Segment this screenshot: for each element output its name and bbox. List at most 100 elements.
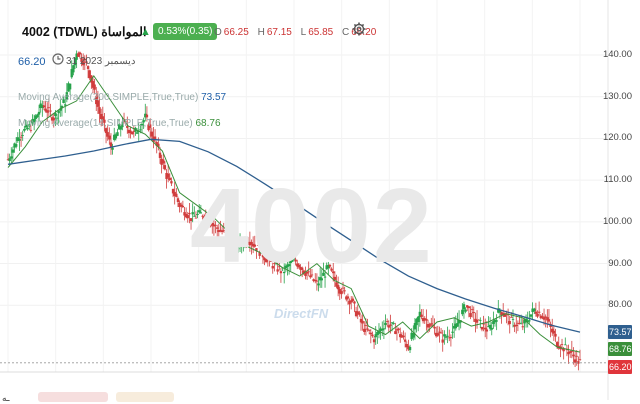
candle-body bbox=[568, 351, 572, 353]
candle-body bbox=[242, 245, 245, 247]
candle-body bbox=[240, 244, 243, 246]
candle-body bbox=[170, 181, 173, 184]
candle-body bbox=[13, 143, 16, 148]
candle-body bbox=[202, 216, 206, 220]
candle-body bbox=[399, 334, 402, 338]
candle-body bbox=[21, 134, 24, 136]
y-tick-label: 80.00 bbox=[608, 299, 632, 311]
candle-body bbox=[426, 324, 430, 328]
candle-body bbox=[291, 259, 294, 262]
candle-body bbox=[235, 241, 238, 243]
candle-body bbox=[493, 319, 497, 323]
candle-body bbox=[99, 113, 103, 120]
candle-body bbox=[407, 346, 410, 350]
candle-body bbox=[286, 264, 289, 267]
bottom-toolbar-button[interactable] bbox=[116, 392, 174, 402]
candle-body bbox=[62, 99, 65, 104]
indicator-ma200-label: Moving Average(200,SIMPLE,True,True) bbox=[18, 92, 199, 103]
candle-body bbox=[83, 58, 87, 61]
candle-body bbox=[542, 317, 546, 320]
candle-body bbox=[441, 339, 444, 343]
candle-body bbox=[320, 278, 323, 281]
candle-body bbox=[11, 149, 15, 153]
candle-body bbox=[345, 296, 348, 300]
candle-body bbox=[289, 260, 292, 264]
candle-body bbox=[201, 215, 204, 217]
candle-body bbox=[296, 263, 299, 267]
candle-body bbox=[98, 107, 101, 114]
indicator-ma14[interactable]: Moving Average(14,SIMPLE,True,True) 68.7… bbox=[18, 118, 221, 129]
candle-body bbox=[72, 65, 75, 73]
candle-body bbox=[263, 257, 266, 261]
candle-body bbox=[163, 165, 167, 170]
candle-body bbox=[23, 128, 26, 131]
candle-body bbox=[446, 335, 449, 337]
candle-body bbox=[255, 248, 258, 252]
candle-body bbox=[243, 240, 247, 242]
candle-body bbox=[65, 92, 69, 100]
candle-body bbox=[562, 348, 565, 352]
candle-body bbox=[214, 224, 217, 226]
candle-body bbox=[253, 244, 256, 247]
indicator-ma14-value: 68.76 bbox=[195, 118, 221, 129]
candle-body bbox=[189, 218, 193, 222]
candle-body bbox=[248, 241, 252, 246]
symbol-watermark: 4002 bbox=[190, 167, 434, 285]
candle-body bbox=[533, 308, 536, 312]
candle-body bbox=[516, 322, 520, 324]
candle-body bbox=[158, 152, 162, 158]
candle-body bbox=[461, 309, 464, 315]
open-label: O bbox=[214, 27, 222, 38]
candle-body bbox=[116, 132, 119, 136]
candle-body bbox=[250, 242, 253, 245]
candle-body bbox=[175, 193, 178, 197]
candle-body bbox=[54, 112, 57, 117]
candle-body bbox=[410, 332, 413, 340]
candle-body bbox=[564, 344, 567, 346]
indicator-ma14-label: Moving Average(14,SIMPLE,True,True) bbox=[18, 118, 193, 129]
candle-body bbox=[547, 319, 551, 322]
candle-body bbox=[573, 359, 577, 363]
candle-body bbox=[299, 266, 302, 270]
candle-body bbox=[472, 312, 475, 314]
candle-body bbox=[348, 300, 351, 305]
candle-body bbox=[212, 224, 216, 227]
candle-body bbox=[341, 287, 345, 289]
candle-body bbox=[390, 322, 394, 324]
bottom-toolbar-button[interactable] bbox=[38, 392, 108, 402]
candle-body bbox=[217, 230, 221, 233]
candle-body bbox=[333, 276, 337, 280]
candle-body bbox=[371, 334, 374, 337]
candle-body bbox=[85, 61, 88, 63]
candle-body bbox=[131, 131, 134, 135]
gear-icon[interactable] bbox=[352, 22, 366, 39]
candle-body bbox=[238, 240, 242, 243]
candle-body bbox=[126, 125, 129, 128]
candle-body bbox=[484, 327, 487, 330]
candle-body bbox=[183, 212, 186, 216]
candle-body bbox=[421, 318, 425, 322]
last-price-tag: 66.20 bbox=[608, 359, 632, 374]
candle-body bbox=[462, 304, 466, 310]
candle-body bbox=[434, 332, 438, 337]
close-value: 66.20 bbox=[351, 27, 377, 38]
candle-body bbox=[351, 298, 355, 301]
candle-body bbox=[382, 328, 386, 330]
candle-body bbox=[523, 319, 526, 324]
candle-body bbox=[251, 243, 255, 247]
indicator-ma200[interactable]: Moving Average(200,SIMPLE,True,True) 73.… bbox=[18, 92, 226, 103]
candle-body bbox=[451, 331, 454, 333]
candle-body bbox=[552, 330, 556, 334]
candle-body bbox=[402, 335, 405, 338]
candle-body bbox=[328, 264, 332, 267]
candle-body bbox=[224, 231, 227, 233]
candle-body bbox=[327, 264, 330, 269]
candle-body bbox=[506, 314, 510, 316]
candle-body bbox=[269, 260, 273, 262]
candle-body bbox=[160, 158, 163, 165]
candle-body bbox=[336, 285, 340, 290]
candle-body bbox=[145, 114, 149, 118]
candle-body bbox=[300, 267, 304, 270]
candle-body bbox=[395, 329, 399, 331]
